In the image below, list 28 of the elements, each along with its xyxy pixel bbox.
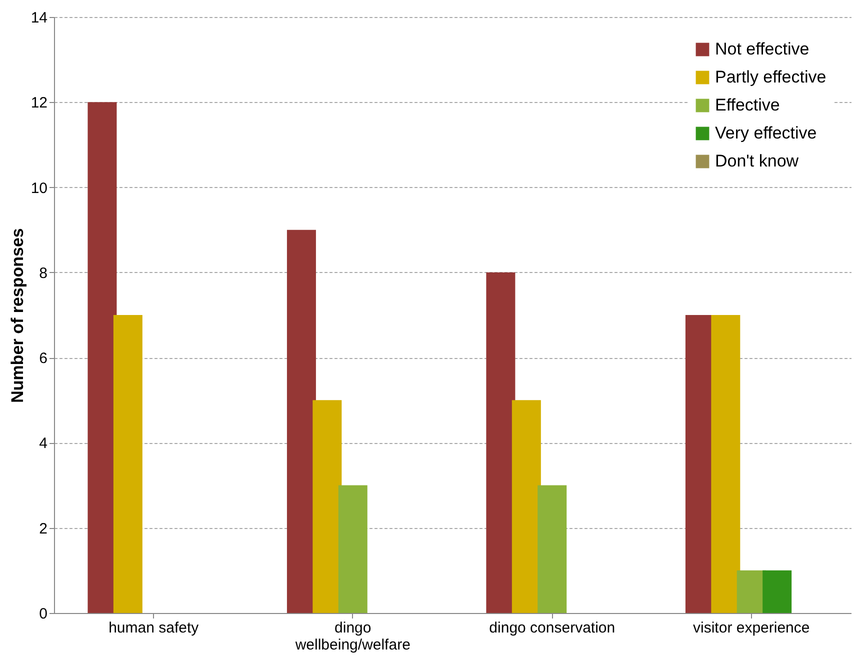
bar <box>711 315 740 613</box>
legend-label: Effective <box>715 96 780 114</box>
bar <box>88 102 117 613</box>
bar <box>538 485 567 613</box>
y-axis-title: Number of responses <box>8 228 27 403</box>
bar <box>512 400 541 613</box>
bar <box>286 230 316 613</box>
legend-label: Very effective <box>715 124 817 142</box>
x-tick-label: visitor experience <box>693 620 810 636</box>
bar <box>338 485 368 613</box>
y-tick-label: 8 <box>39 264 48 282</box>
legend-label: Partly effective <box>715 68 826 86</box>
bar <box>312 400 342 613</box>
bar <box>113 315 142 613</box>
y-tick-label: 0 <box>39 606 48 622</box>
y-tick-label: 12 <box>30 94 48 112</box>
legend-label: Not effective <box>715 40 810 58</box>
legend-label: Don't know <box>715 152 800 170</box>
bar <box>486 272 516 613</box>
y-tick-label: 14 <box>30 10 48 26</box>
y-tick-label: 2 <box>39 520 48 538</box>
x-tick-label: dingo wellbeing/welfare <box>294 620 410 654</box>
y-tick-label: 4 <box>39 435 48 452</box>
y-tick-label: 6 <box>39 350 48 368</box>
x-tick-label: dingo conservation <box>489 620 616 636</box>
bar <box>762 570 792 613</box>
y-tick-label: 10 <box>30 180 48 197</box>
x-tick-label: human safety <box>108 620 200 636</box>
